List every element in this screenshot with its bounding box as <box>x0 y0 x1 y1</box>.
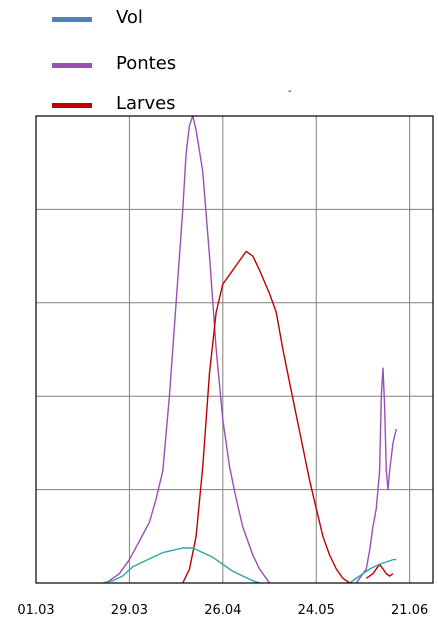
x-tick-label: 24.05 <box>298 603 335 618</box>
series-line-larves <box>365 563 394 579</box>
legend-item-pontes: Pontes <box>52 50 352 80</box>
legend-swatch-pontes <box>52 63 92 68</box>
series-lines <box>102 115 397 584</box>
legend-item-vol: Vol <box>52 4 352 34</box>
legend-label-pontes: Pontes <box>116 53 177 74</box>
legend-label-vol: Vol <box>116 7 143 28</box>
grid <box>36 116 433 583</box>
x-tick-label: 01.03 <box>17 603 54 618</box>
legend-dash-mark: - <box>288 86 292 97</box>
series-line-vol <box>349 558 397 584</box>
legend-label-larves: Larves <box>116 93 176 114</box>
legend-swatch-larves <box>52 103 92 108</box>
series-line-vol <box>102 547 260 584</box>
legend-item-larves: Larves <box>52 90 352 120</box>
x-tick-label: 26.04 <box>204 603 241 618</box>
x-tick-label: 29.03 <box>111 603 148 618</box>
x-tick-label: 21.06 <box>391 603 428 618</box>
x-axis-tick-labels: 01.03 29.03 26.04 24.05 21.06 <box>17 603 428 618</box>
series-line-larves <box>182 250 351 584</box>
plot-frame <box>35 115 434 584</box>
legend-swatch-vol <box>52 17 92 22</box>
series-line-pontes <box>355 367 397 584</box>
series-line-pontes <box>105 115 271 584</box>
